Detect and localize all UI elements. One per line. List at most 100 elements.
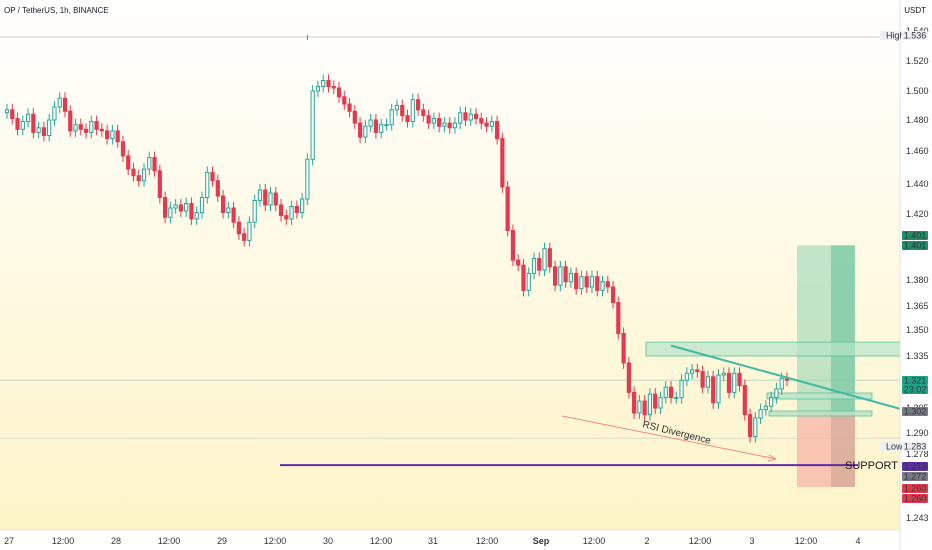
- candle: [342, 90, 347, 111]
- candle-body: [705, 376, 711, 388]
- plot-area: [0, 0, 900, 530]
- candle: [437, 112, 442, 133]
- candle-body: [468, 113, 473, 121]
- candle-body: [737, 372, 742, 386]
- candle-body: [658, 397, 663, 409]
- candle-body: [563, 266, 568, 283]
- high-tag-box: [880, 31, 900, 40]
- candle-body: [589, 276, 595, 288]
- candle-body: [99, 128, 104, 132]
- candle: [336, 82, 342, 103]
- candle: [357, 117, 363, 144]
- candle: [236, 216, 241, 240]
- candle: [363, 120, 368, 144]
- candle-body: [574, 272, 579, 290]
- countdown-tag: 23:02: [902, 385, 928, 395]
- candle-body: [489, 121, 494, 127]
- candle-body: [415, 99, 421, 111]
- candle-body: [742, 384, 747, 416]
- candle-body: [47, 119, 52, 136]
- trendline: [670, 344, 901, 410]
- candle-body: [484, 122, 489, 127]
- candle: [83, 123, 89, 139]
- stop-tag-bottom-text: 1.260: [904, 494, 927, 504]
- candle-body: [36, 127, 41, 133]
- target-tag-bottom-text: 1.401: [904, 241, 927, 251]
- candle: [220, 190, 226, 219]
- candle: [500, 132, 505, 193]
- candle-body: [215, 180, 220, 197]
- candle: [326, 74, 331, 93]
- candle-body: [294, 206, 299, 213]
- drawing-layer: [280, 339, 903, 467]
- candle: [663, 381, 668, 404]
- candle-body: [136, 175, 141, 182]
- candle-body: [621, 332, 626, 364]
- candle: [68, 105, 73, 137]
- candle-body: [210, 171, 215, 182]
- candle: [595, 270, 600, 297]
- candle-body: [110, 130, 115, 140]
- candle-body: [315, 86, 321, 92]
- time-tick: 12:00: [52, 536, 75, 546]
- support-tag-text: 1.273: [904, 462, 927, 472]
- candle: [505, 181, 510, 237]
- time-tick: 30: [323, 536, 333, 546]
- candle-body: [310, 90, 315, 160]
- candle-body: [226, 207, 231, 213]
- candle: [447, 117, 452, 134]
- time-tick: 12:00: [370, 536, 393, 546]
- candle-body: [73, 124, 78, 132]
- candle-body: [690, 369, 695, 374]
- stop-tag-top-text: 1.260: [904, 484, 927, 494]
- target-tag-bottom-box: [902, 241, 928, 250]
- candle-body: [779, 378, 784, 390]
- candle: [400, 99, 405, 122]
- candle: [321, 74, 326, 93]
- candle-body: [626, 362, 631, 393]
- time-tick: Sep: [533, 536, 550, 546]
- candle: [15, 112, 20, 136]
- countdown-tag-text: 23:02: [904, 385, 927, 395]
- candle-body: [62, 97, 68, 112]
- candle-body: [642, 400, 647, 416]
- candle: [674, 391, 679, 404]
- candle-body: [610, 286, 616, 304]
- candle-body: [653, 393, 658, 409]
- candle: [300, 193, 305, 219]
- time-axis-panel[interactable]: [0, 530, 900, 550]
- candle: [284, 209, 289, 225]
- currency-label: USDT: [904, 6, 926, 15]
- candle: [210, 166, 215, 187]
- candle: [331, 80, 336, 94]
- candle-body: [141, 168, 147, 182]
- candle: [99, 123, 104, 137]
- candle-body: [368, 119, 373, 127]
- candle: [610, 280, 616, 309]
- target-tag-top: 1.401: [902, 231, 928, 241]
- high-tag-label: High: [886, 31, 905, 41]
- support-tag-box: [902, 462, 928, 471]
- low-value-tag: 1.283: [902, 442, 928, 452]
- price-axis-panel[interactable]: [900, 0, 932, 550]
- candle: [647, 388, 653, 421]
- candle: [668, 381, 674, 404]
- candle: [684, 367, 689, 387]
- target-tag-top-text: 1.401: [904, 231, 927, 241]
- high-value-tag-text: 1.536: [904, 31, 927, 41]
- candle-body: [52, 106, 57, 121]
- candle: [115, 124, 120, 148]
- candle-body: [257, 189, 263, 201]
- price-tick: 1.500: [906, 86, 929, 96]
- candle-body: [131, 168, 136, 177]
- candle: [579, 270, 584, 295]
- low-tag-box: [880, 442, 900, 451]
- support-tag-2-text: 1.272: [904, 472, 927, 482]
- chart-title: OP / TetherUS, 1h, BINANCE: [4, 6, 109, 15]
- candle: [452, 117, 458, 134]
- candle-body: [516, 259, 521, 266]
- price-tick: 1.290: [906, 428, 929, 438]
- candle-body: [194, 212, 199, 220]
